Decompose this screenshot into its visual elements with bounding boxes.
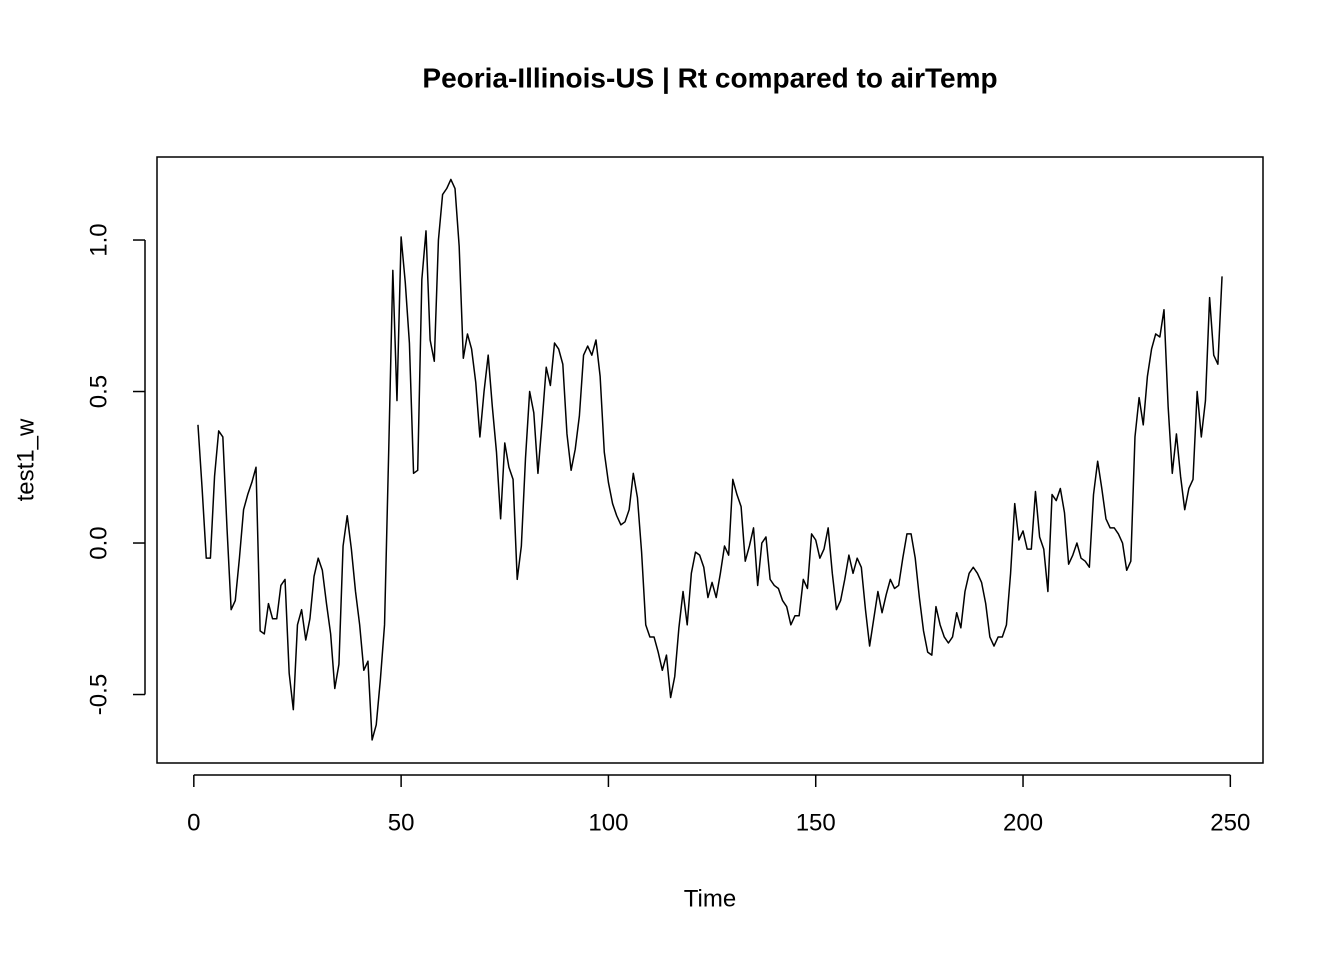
y-tick-label: -0.5 xyxy=(85,674,112,715)
y-tick-label: 0.5 xyxy=(85,375,112,408)
x-tick-label: 200 xyxy=(1003,809,1043,836)
y-tick-label: 1.0 xyxy=(85,223,112,256)
x-tick-label: 0 xyxy=(187,809,200,836)
y-axis-label: test1_w xyxy=(12,418,39,501)
x-tick-label: 150 xyxy=(796,809,836,836)
x-tick-label: 100 xyxy=(588,809,628,836)
x-tick-label: 50 xyxy=(388,809,415,836)
plot-box xyxy=(156,156,1264,764)
y-tick-label: 0.0 xyxy=(85,526,112,559)
data-line xyxy=(197,178,1223,741)
x-tick-label: 250 xyxy=(1210,809,1250,836)
chart-title: Peoria-Illinois-US | Rt compared to airT… xyxy=(422,62,997,93)
x-axis-label: Time xyxy=(684,885,736,912)
